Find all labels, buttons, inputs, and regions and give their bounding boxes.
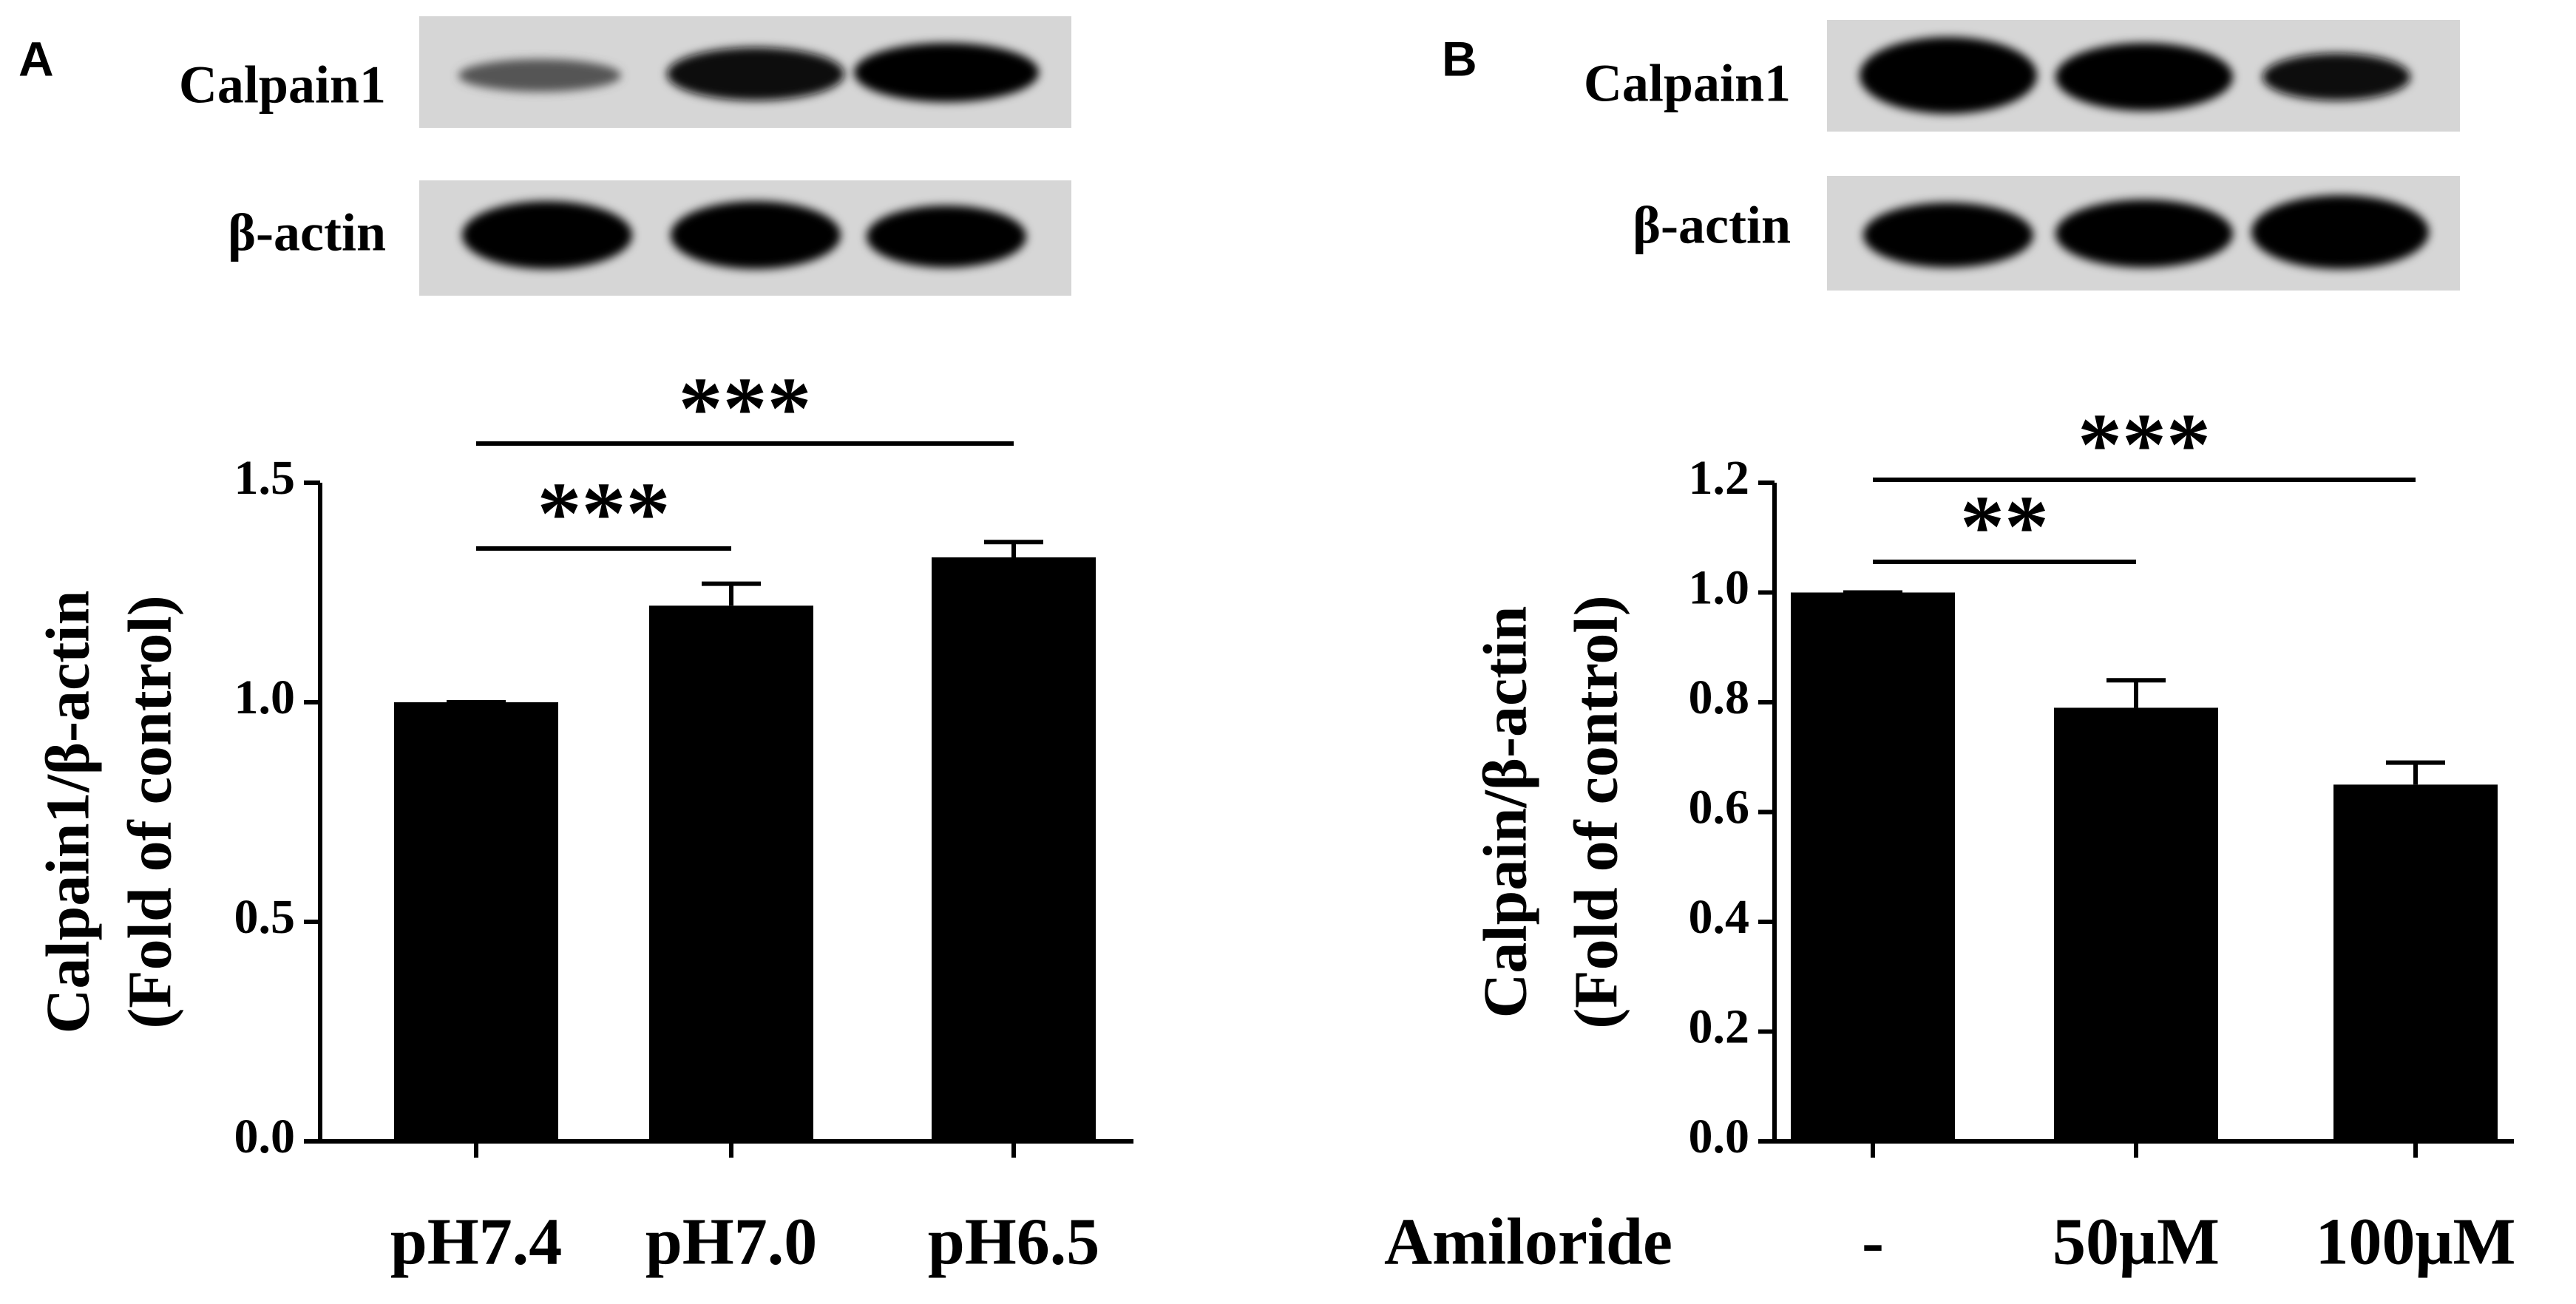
band [2055,200,2233,268]
blot-label: β-actin [228,203,386,262]
x-tick-label: 100μM [2316,1206,2516,1279]
blot-label: Calpain1 [1584,54,1791,113]
y-axis-title: (Fold of control) [115,595,184,1028]
blot-b [1827,20,2460,291]
y-tick-label: 1.0 [234,670,296,724]
significance-label: *** [538,464,671,563]
x-tick-label: pH6.5 [928,1206,1100,1279]
blot-a [419,16,1071,296]
x-tick-label: pH7.0 [645,1206,818,1279]
x-tick-label: - [1862,1206,1884,1279]
band [867,206,1026,268]
y-tick-label: 0.4 [1689,890,1750,944]
y-tick-label: 1.5 [234,451,296,505]
blot-label: Calpain1 [179,55,386,115]
y-tick-label: 0.0 [1689,1110,1750,1164]
bar [1791,592,1955,1141]
band [667,47,844,101]
bar [649,605,813,1141]
y-tick-label: 1.2 [1689,451,1750,505]
band [2263,53,2410,101]
panel-label: A [18,31,54,86]
x-tick-label: 50μM [2053,1206,2220,1279]
band [1863,203,2033,268]
x-axis-title: Amiloride [1384,1206,1672,1279]
panel-label: B [1442,31,1477,86]
y-tick-label: 0.0 [234,1110,296,1164]
y-axis-title: (Fold of control) [1562,595,1630,1028]
significance-label: *** [679,359,812,458]
band [462,201,632,269]
bar [2054,707,2218,1141]
band [2055,43,2233,111]
blot-label: β-actin [1633,196,1791,255]
band [2251,195,2429,269]
bar [394,702,558,1141]
band [458,59,621,92]
y-tick-label: 0.8 [1689,670,1750,724]
significance-label: ** [1960,478,2049,576]
y-tick-label: 0.5 [234,890,296,944]
bar [2333,784,2498,1141]
band [854,43,1039,102]
y-tick-label: 0.2 [1689,1000,1750,1054]
y-axis-title: Calpain1/β-actin [33,591,102,1034]
band [1860,37,2037,114]
y-tick-label: 0.6 [1689,781,1750,835]
bar [932,557,1096,1141]
y-tick-label: 1.0 [1689,561,1750,615]
band [671,201,841,269]
y-axis-title: Calpain/β-actin [1471,606,1539,1019]
x-tick-label: pH7.4 [390,1206,563,1279]
significance-label: *** [2078,395,2211,494]
